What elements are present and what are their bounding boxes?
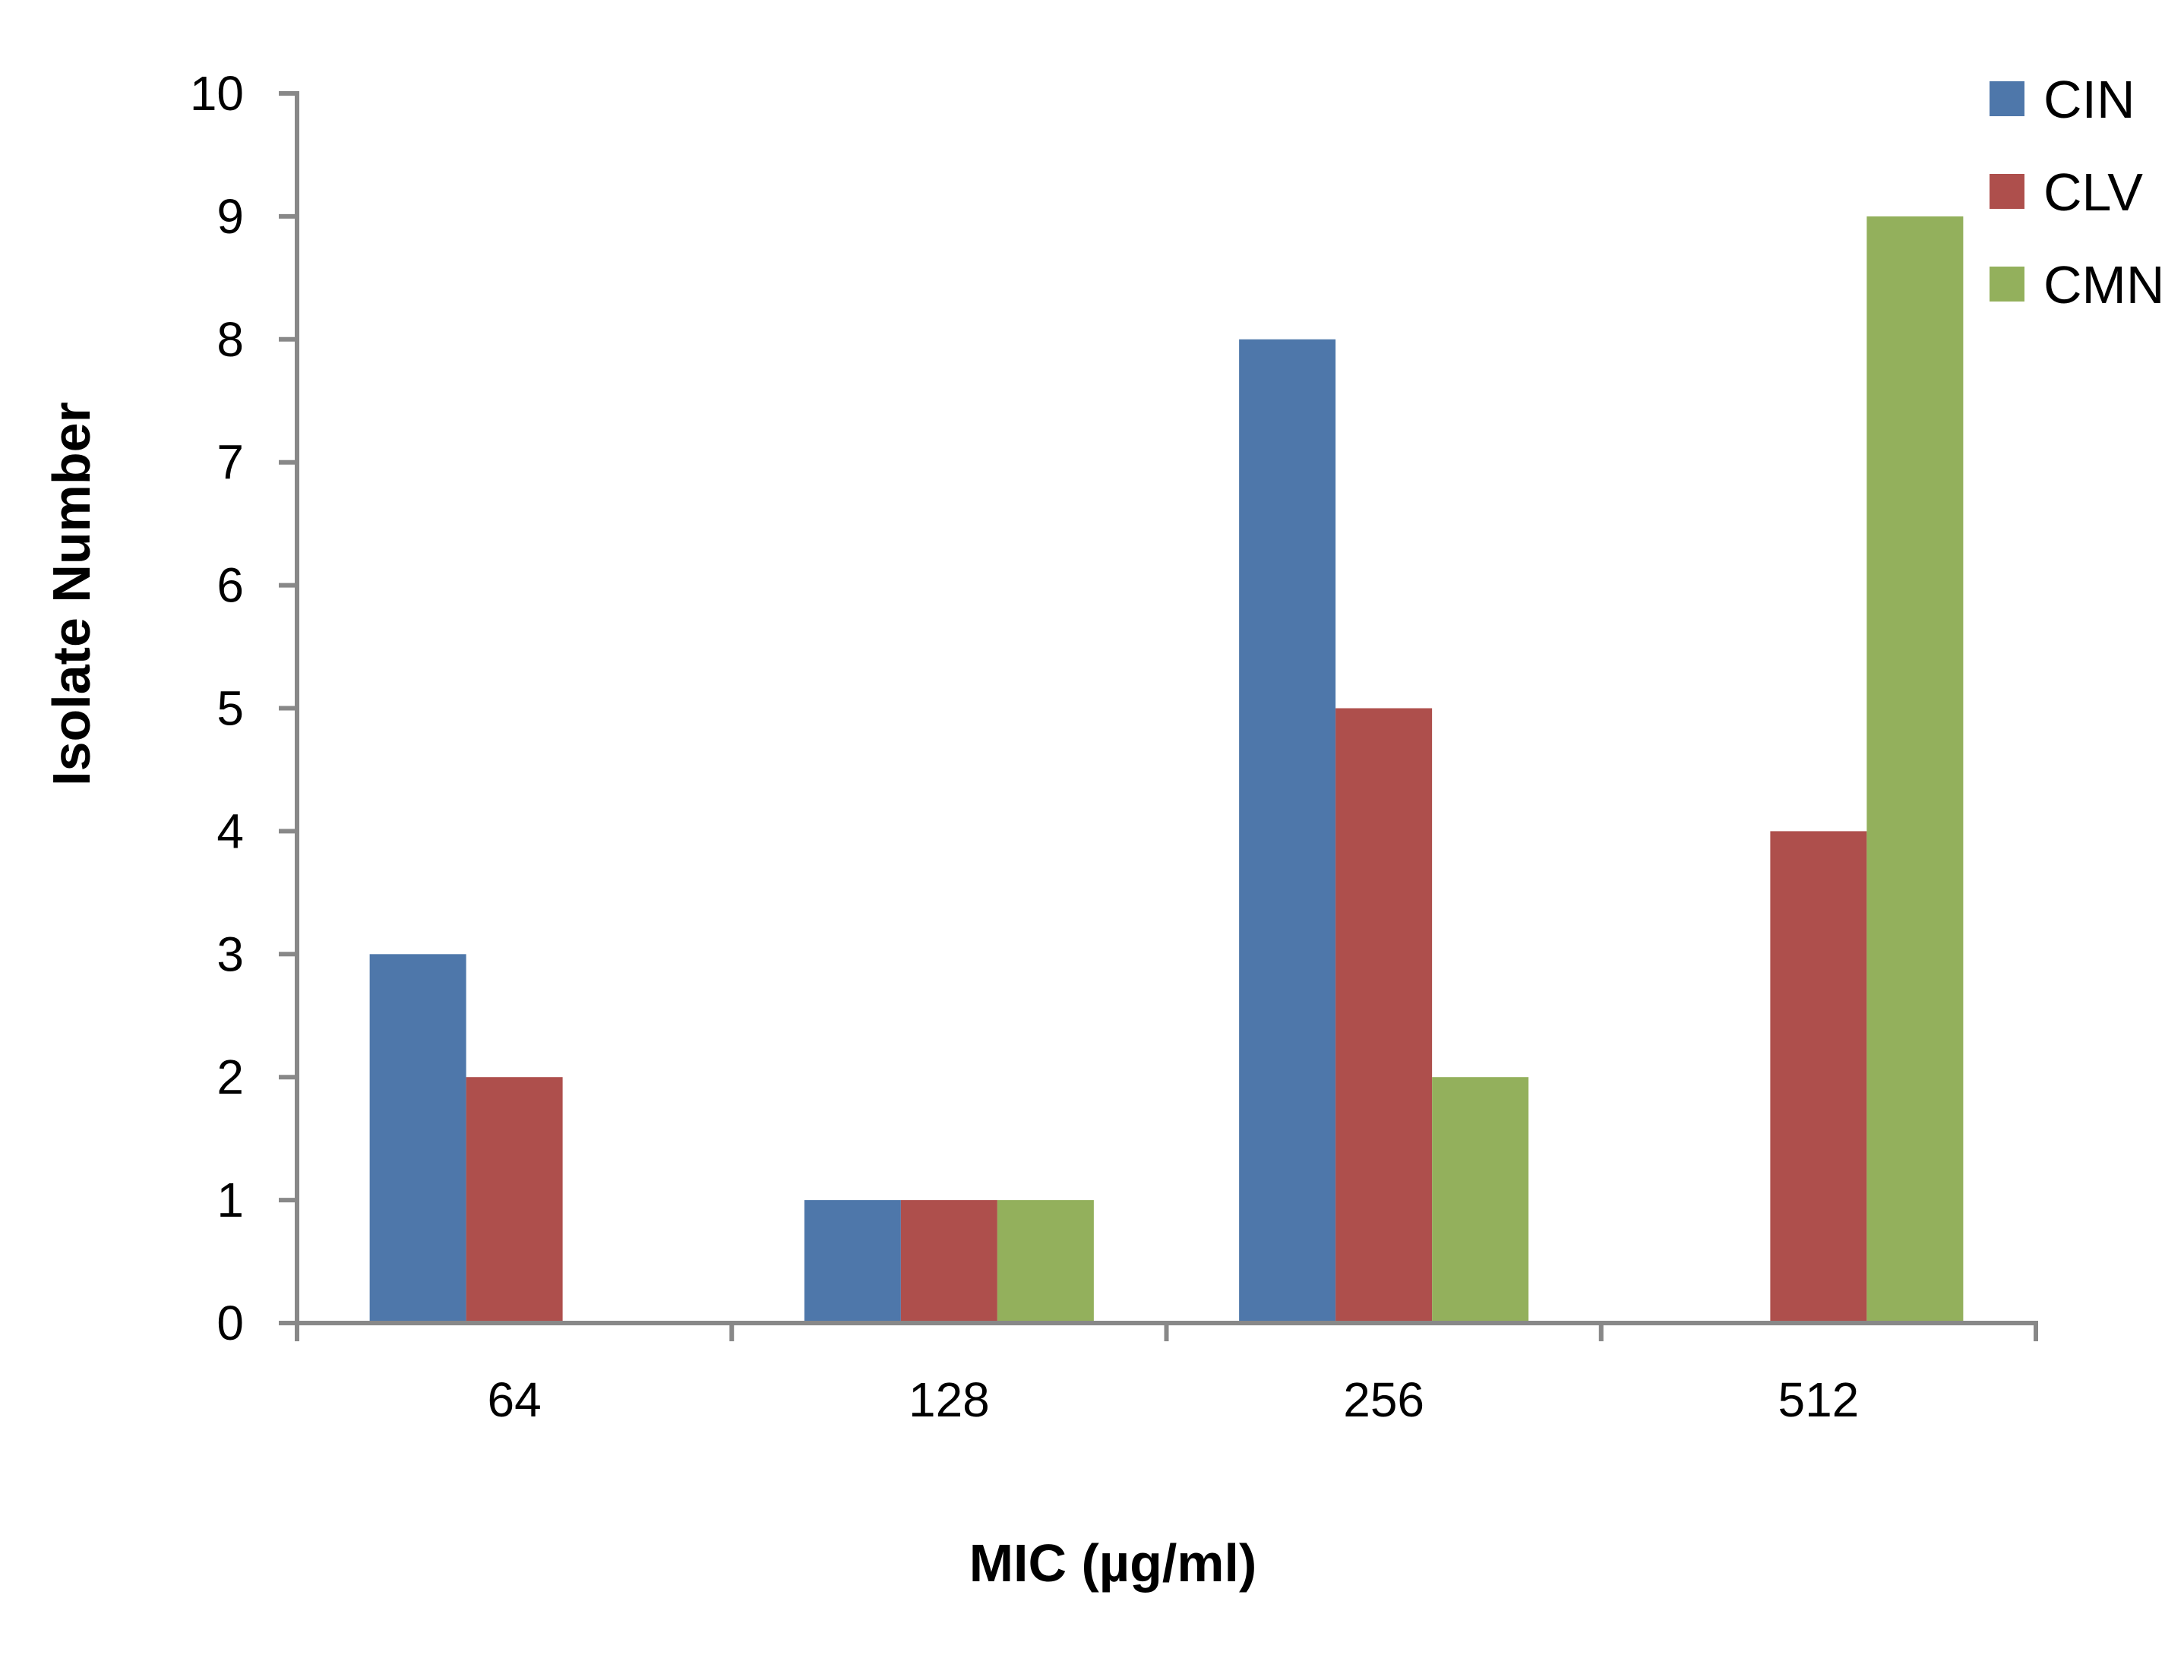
y-tick-label: 1 <box>217 1173 244 1227</box>
y-tick-label: 3 <box>217 927 244 981</box>
y-tick-label: 2 <box>217 1050 244 1104</box>
bar-clv-128 <box>900 1200 997 1323</box>
x-axis-title: MIC (µg/ml) <box>969 1533 1257 1593</box>
bar-cmn-512 <box>1866 216 1964 1323</box>
legend: CIN CLV CMN <box>1990 70 2164 314</box>
bar-clv-512 <box>1770 831 1867 1323</box>
legend-label-clv: CLV <box>2043 163 2143 222</box>
legend-label-cin: CIN <box>2043 70 2135 129</box>
legend-swatch-cin <box>1990 81 2024 116</box>
y-tick-label: 10 <box>190 66 244 121</box>
y-tick-label: 4 <box>217 804 244 858</box>
y-ticks: 0 1 2 3 4 5 6 7 8 9 10 <box>190 66 297 1350</box>
bar-cin-256 <box>1239 339 1336 1323</box>
x-tick-label: 128 <box>909 1372 990 1427</box>
x-tick-label: 64 <box>488 1372 542 1427</box>
bar-clv-64 <box>466 1077 563 1323</box>
bar-cin-64 <box>369 954 466 1323</box>
legend-swatch-clv <box>1990 174 2024 209</box>
y-tick-label: 8 <box>217 312 244 367</box>
y-tick-label: 9 <box>217 189 244 244</box>
bar-clv-256 <box>1335 708 1433 1323</box>
y-tick-label: 6 <box>217 558 244 613</box>
y-tick-label: 5 <box>217 681 244 736</box>
x-tick-label: 256 <box>1343 1372 1424 1427</box>
bar-cin-128 <box>804 1200 901 1323</box>
legend-swatch-cmn <box>1990 267 2024 302</box>
y-tick-label: 0 <box>217 1296 244 1350</box>
y-tick-label: 7 <box>217 435 244 490</box>
legend-label-cmn: CMN <box>2043 255 2164 314</box>
bars-layer <box>369 216 1964 1323</box>
x-ticks: 64 128 256 512 <box>295 1323 2038 1427</box>
bar-cmn-128 <box>997 1200 1094 1323</box>
bar-cmn-256 <box>1432 1077 1529 1323</box>
y-axis-title: Isolate Number <box>42 402 101 786</box>
x-tick-label: 512 <box>1778 1372 1859 1427</box>
